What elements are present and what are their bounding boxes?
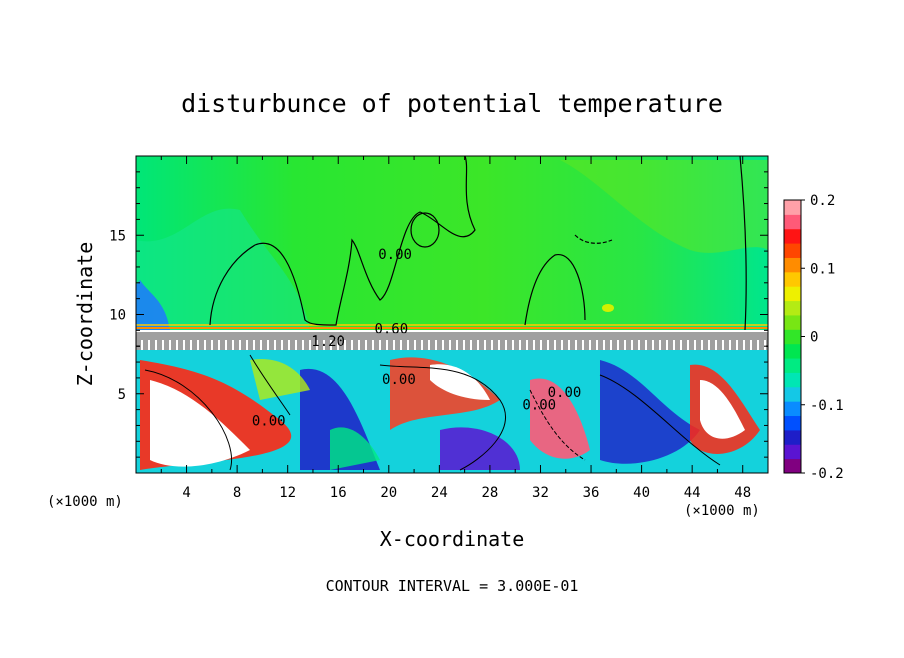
- lower-contour: [144, 369, 232, 471]
- colorbar-swatch: [784, 358, 801, 373]
- zero-contour: [209, 156, 476, 326]
- colorbar-swatch: [784, 214, 801, 230]
- x-axis-label: X-coordinate: [380, 527, 525, 551]
- y-tick-label: 15: [109, 228, 126, 244]
- lower-layer-patch: [530, 378, 590, 459]
- zero-contour: [739, 156, 747, 331]
- zero-contour: [410, 212, 440, 248]
- colorbar-swatch: [784, 300, 801, 316]
- colorbar-tick-label: -0.2: [810, 466, 844, 482]
- contour-labels: 0.601.200.000.000.000.000.00: [252, 247, 581, 429]
- lower-layer-patch: [700, 380, 745, 439]
- x-tick-label: 28: [481, 485, 498, 501]
- x-axis-unit-right: (×1000 m): [684, 503, 760, 519]
- colorbar: 0.2 0.1 0 -0.1 -0.2: [783, 193, 844, 482]
- inversion-contours: [136, 332, 768, 350]
- contour-label: 0.00: [548, 385, 582, 401]
- lower-contour: [379, 364, 506, 471]
- colorbar-swatch: [784, 444, 801, 460]
- colorbar-swatch: [784, 257, 801, 273]
- colorbar-swatch: [784, 386, 801, 402]
- upper-layer-patch: [560, 160, 768, 253]
- y-axis-ticks: 5 10 15: [109, 171, 768, 458]
- zero-contour: [574, 234, 613, 244]
- contour-interval-note: CONTOUR INTERVAL = 3.000E-01: [326, 577, 579, 595]
- lower-contour: [599, 374, 721, 466]
- x-tick-label: 16: [330, 485, 347, 501]
- chart-title: disturbunce of potential temperature: [181, 89, 723, 118]
- lower-layer-patch: [330, 427, 380, 470]
- contour-label: 0.00: [382, 372, 416, 388]
- plot-area: 0.601.200.000.000.000.000.00: [136, 156, 768, 473]
- lower-layer-patch: [440, 427, 520, 470]
- colorbar-swatch: [784, 372, 801, 388]
- x-tick-label: 32: [532, 485, 549, 501]
- lower-layer-patch: [600, 360, 700, 464]
- lower-layer-patch: [250, 359, 310, 400]
- x-tick-label: 44: [684, 485, 701, 501]
- lower-layer-patch: [150, 380, 250, 467]
- colorbar-swatch: [784, 401, 801, 417]
- x-tick-label: 20: [380, 485, 397, 501]
- colorbar-tick-label: -0.1: [810, 398, 844, 414]
- colorbar-swatch: [784, 329, 801, 345]
- colorbar-tick-label: 0: [810, 330, 818, 346]
- colorbar-tick-label: 0.1: [810, 261, 835, 277]
- contour-label: 0.00: [252, 413, 286, 429]
- colorbar-swatch: [784, 429, 801, 445]
- contour-label: 0.00: [522, 398, 556, 414]
- colorbar-swatch: [784, 286, 801, 302]
- colorbar-swatch: [784, 200, 801, 215]
- x-axis-unit-left: (×1000 m): [47, 494, 123, 510]
- zero-contour: [524, 254, 586, 326]
- contour-label: 0.60: [374, 322, 408, 338]
- lower-contour: [529, 389, 586, 461]
- upper-layer-patch: [602, 304, 614, 312]
- colorbar-swatch: [784, 343, 801, 359]
- y-tick-label: 10: [109, 308, 126, 324]
- contour-label: 1.20: [311, 334, 345, 350]
- contour-label: 0.00: [378, 247, 412, 263]
- upper-layer-patch: [136, 208, 310, 330]
- colorbar-swatch: [784, 314, 801, 330]
- colorbar-swatch: [784, 228, 801, 244]
- x-tick-label: 40: [633, 485, 650, 501]
- colorbar-tick-label: 0.2: [810, 193, 835, 209]
- lower-contour: [249, 354, 291, 416]
- colorbar-swatch: [784, 415, 801, 431]
- y-tick-label: 5: [118, 387, 126, 403]
- x-tick-label: 8: [233, 485, 241, 501]
- colorbar-swatch: [784, 243, 801, 258]
- x-tick-label: 48: [734, 485, 751, 501]
- lower-layer-patch: [430, 364, 490, 400]
- upper-layer-patch: [136, 280, 170, 330]
- x-tick-label: 12: [279, 485, 296, 501]
- x-tick-label: 4: [182, 485, 190, 501]
- colorbar-swatch: [784, 271, 801, 287]
- x-tick-label: 36: [583, 485, 600, 501]
- y-axis-label: Z-coordinate: [73, 242, 97, 387]
- lower-layer-patch: [390, 357, 500, 430]
- colorbar-swatch: [784, 458, 801, 474]
- x-tick-label: 24: [431, 485, 448, 501]
- x-axis-ticks: 4 8 12 16 20 24 28 32 36 40 44 48: [160, 156, 751, 501]
